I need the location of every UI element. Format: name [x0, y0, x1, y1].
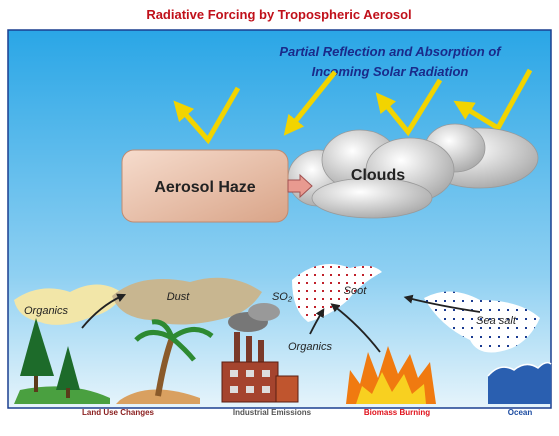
- source-label: Land Use Changes: [82, 408, 155, 417]
- title: Radiative Forcing by Tropospheric Aeroso…: [146, 7, 411, 22]
- diagram: Radiative Forcing by Tropospheric Aeroso…: [0, 0, 559, 431]
- aerosol-label: Organics: [24, 305, 69, 317]
- caption-line: Incoming Solar Radiation: [312, 64, 469, 79]
- clouds-label: Clouds: [351, 167, 405, 184]
- ocean-wave: [488, 363, 551, 404]
- source-label: Ocean: [508, 408, 533, 417]
- aerosol-label: Organics: [288, 341, 333, 353]
- aerosol-label: Sea salt: [476, 315, 517, 327]
- haze-label: Aerosol Haze: [154, 179, 255, 196]
- aerosol-label: SO₂: [272, 291, 293, 303]
- aerosol-label: Soot: [344, 285, 368, 297]
- source-label: Industrial Emissions: [233, 408, 312, 417]
- page: Radiative Forcing by Tropospheric Aeroso…: [0, 0, 559, 431]
- aerosol-label: Dust: [167, 291, 191, 303]
- source-label: Biomass Burning: [364, 408, 430, 417]
- caption-line: Partial Reflection and Absorption of: [279, 44, 502, 59]
